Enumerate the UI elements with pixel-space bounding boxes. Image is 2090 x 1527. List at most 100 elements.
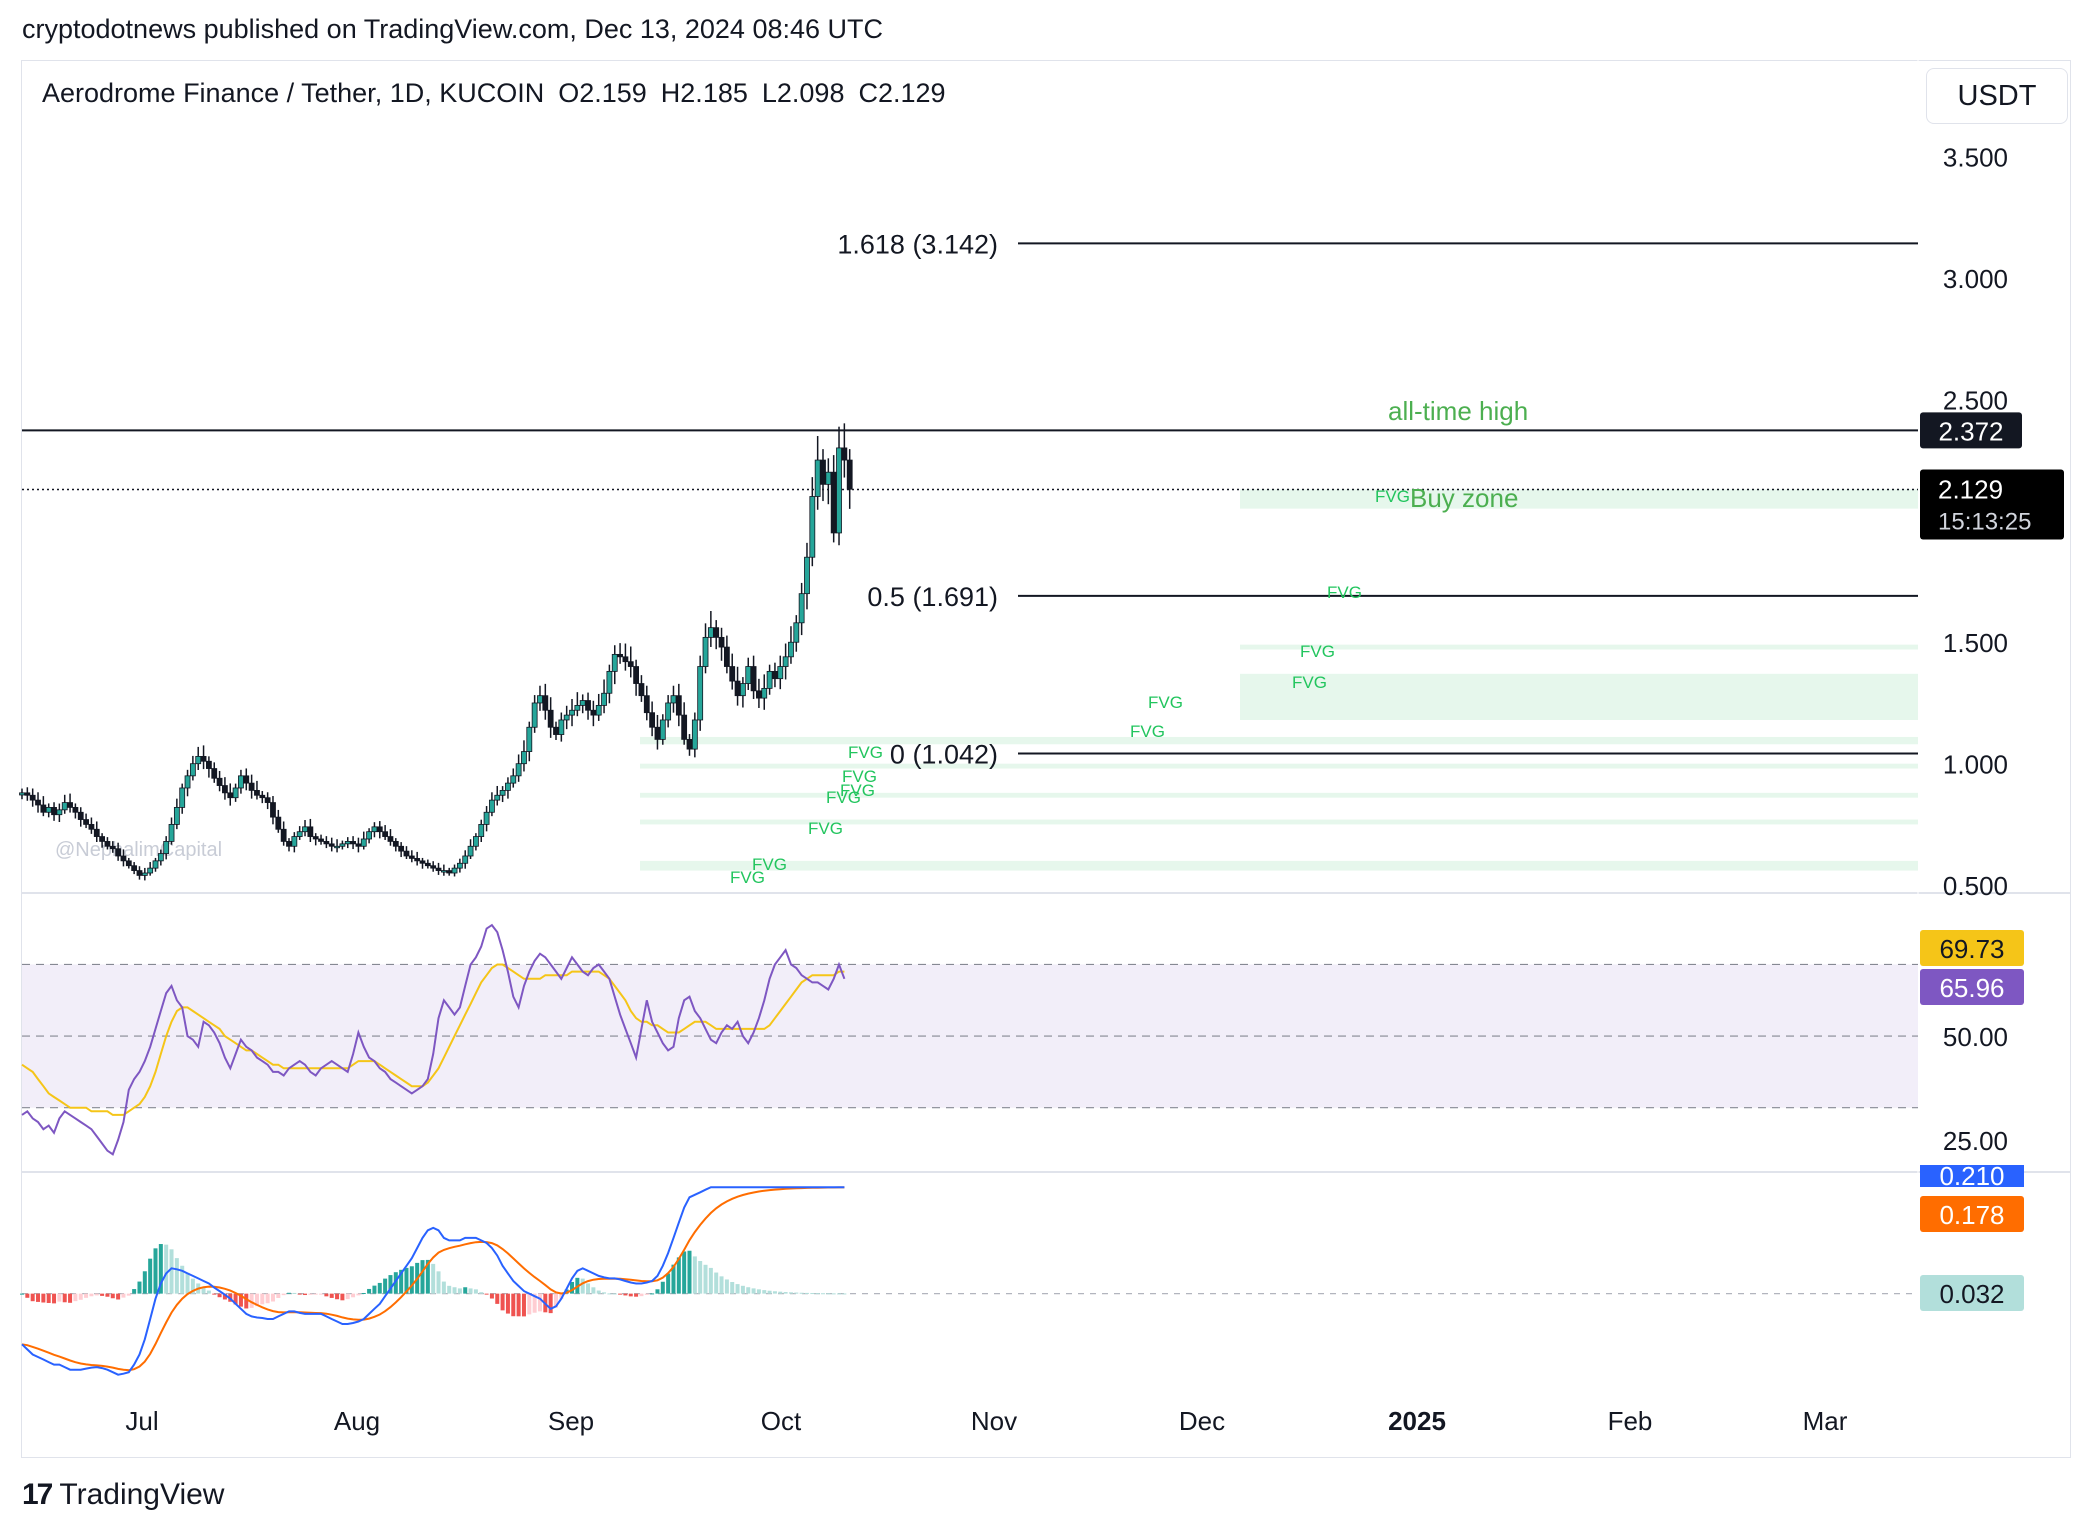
macd-histogram-bar	[602, 1292, 607, 1294]
candle-up	[526, 726, 533, 752]
candle-down	[627, 661, 634, 667]
candle-up	[745, 666, 752, 684]
macd-histogram-bar	[772, 1291, 777, 1294]
macd-histogram-bar	[676, 1257, 681, 1294]
macd-histogram-bar	[52, 1293, 57, 1304]
candle-down	[323, 841, 330, 845]
candle-down	[131, 865, 138, 871]
macd-histogram-bar	[57, 1293, 62, 1302]
macd-histogram-bar	[89, 1293, 94, 1297]
macd-histogram-bar	[206, 1290, 211, 1294]
macd-histogram-bar	[260, 1293, 265, 1305]
candle-up	[510, 775, 517, 784]
macd-histogram-bar	[708, 1267, 713, 1294]
candle-up	[788, 641, 794, 658]
currency-selector[interactable]: USDT	[1926, 68, 2068, 124]
macd-histogram-bar	[409, 1266, 414, 1294]
rsi-band	[22, 964, 1918, 1108]
macd-histogram-bar	[762, 1290, 767, 1294]
macd-histogram-bar	[591, 1287, 596, 1294]
time-tick-label: Nov	[971, 1406, 1017, 1436]
candle-down	[681, 714, 688, 740]
macd-histogram-bar	[730, 1282, 735, 1294]
candle-up	[232, 787, 239, 799]
candle-down	[392, 841, 399, 847]
macd-histogram-bar	[634, 1293, 639, 1297]
macd-histogram-bar	[500, 1293, 505, 1311]
buy-zone-annotation: Buy zone	[1410, 483, 1518, 513]
candle-up	[611, 653, 618, 672]
macd-histogram-bar	[319, 1293, 324, 1295]
time-tick-label: 2025	[1388, 1406, 1446, 1436]
candle-up	[670, 695, 677, 704]
candle-up	[579, 700, 586, 706]
candle-down	[408, 855, 415, 859]
candle-down	[93, 828, 100, 837]
macd-histogram-bar	[174, 1258, 179, 1294]
macd-histogram-bar	[666, 1273, 671, 1294]
candle-up	[563, 714, 570, 721]
macd-histogram-bar	[281, 1293, 286, 1296]
symbol-name[interactable]: Aerodrome Finance / Tether, 1D, KUCOIN	[42, 78, 545, 108]
macd-histogram-bar	[132, 1289, 137, 1294]
macd-histogram-bar	[265, 1293, 270, 1304]
macd-line	[21, 1186, 845, 1376]
candle-up	[515, 763, 522, 777]
macd-histogram-bar	[682, 1251, 687, 1294]
macd-histogram-bar	[788, 1292, 793, 1294]
rsi-tick-label: 50.00	[1943, 1022, 2008, 1052]
macd-histogram-bar	[431, 1263, 436, 1294]
fvg-label: FVG	[1327, 583, 1362, 602]
rsi-ma-line	[21, 963, 845, 1116]
candle-down	[675, 695, 682, 716]
macd-histogram-bar	[505, 1293, 510, 1314]
candle-up	[462, 855, 469, 864]
macd-histogram-bar	[521, 1293, 526, 1317]
candle-down	[723, 646, 730, 667]
rsi-ma-value: 69.73	[1939, 934, 2004, 964]
tradingview-logo[interactable]: 17 TradingView	[22, 1478, 224, 1512]
macd-histogram-bar	[292, 1292, 297, 1294]
macd-histogram-bar	[276, 1293, 281, 1299]
candle-up	[702, 636, 709, 667]
candle-down	[382, 831, 389, 837]
fvg-zone	[640, 736, 1918, 745]
macd-histogram-bar	[703, 1264, 708, 1294]
macd-histogram-bar	[746, 1287, 751, 1294]
candle-down	[275, 816, 282, 830]
macd-histogram-bar	[254, 1293, 259, 1307]
candle-up	[574, 704, 581, 711]
macd-histogram-bar	[68, 1293, 73, 1303]
rsi-line	[21, 923, 846, 1156]
candle-down	[83, 819, 89, 825]
candle-up	[697, 666, 704, 721]
candle-up	[691, 719, 698, 750]
fib-level-label: 0.5 (1.691)	[867, 582, 998, 612]
candle-up	[141, 872, 148, 876]
macd-hist-badge	[1920, 1275, 2024, 1311]
macd-histogram-bar	[180, 1265, 185, 1294]
macd-histogram-bar	[821, 1293, 825, 1295]
macd-histogram-bar	[580, 1278, 585, 1294]
candle-up	[489, 799, 495, 813]
macd-histogram-bar	[372, 1285, 377, 1294]
rsi-value: 65.96	[1939, 973, 2004, 1003]
macd-histogram-bar	[457, 1288, 462, 1294]
candle-down	[280, 828, 287, 842]
macd-histogram-bar	[447, 1285, 452, 1294]
fvg-label: FVG	[752, 855, 787, 874]
macd-histogram-bar	[778, 1291, 783, 1294]
rsi-tick-label: 25.00	[1943, 1126, 2008, 1156]
macd-histogram-bar	[217, 1293, 222, 1298]
candle-up	[168, 824, 175, 842]
chart-frame	[21, 60, 2071, 1458]
candle-down	[649, 712, 656, 728]
macd-histogram-bar	[73, 1293, 78, 1302]
candle-up	[505, 782, 511, 791]
fvg-zone	[1240, 489, 1918, 509]
candle-up	[344, 841, 351, 845]
candle-up	[152, 860, 159, 869]
fvg-label: FVG	[1130, 722, 1165, 741]
candle-down	[729, 666, 736, 682]
